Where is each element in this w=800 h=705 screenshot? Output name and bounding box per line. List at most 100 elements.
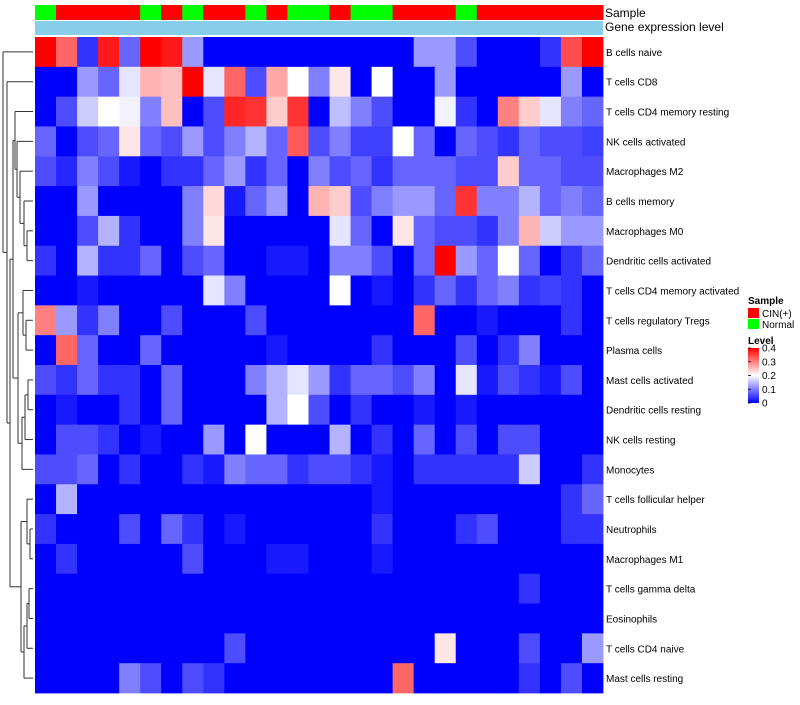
heatmap-cell xyxy=(497,156,520,187)
heatmap-cell xyxy=(434,66,457,98)
row-labels: B cells naive T cells CD8 T cells CD4 memo… xyxy=(606,48,739,685)
heatmap-cell xyxy=(413,126,436,157)
heatmap-cell xyxy=(308,126,330,157)
heatmap-cell xyxy=(308,245,330,276)
legend-level-title: Level xyxy=(748,336,774,347)
heatmap-cell xyxy=(434,543,457,575)
heatmap-cell xyxy=(245,514,267,545)
heatmap-cell xyxy=(203,186,225,217)
heatmap-cell xyxy=(413,156,436,187)
heatmap-cell xyxy=(581,126,604,157)
heatmap-cell xyxy=(455,335,478,366)
heatmap-cell xyxy=(98,394,120,426)
heatmap-cell xyxy=(287,305,309,336)
heatmap-cell xyxy=(245,663,267,694)
heatmap-cell xyxy=(266,514,288,545)
heatmap-cell xyxy=(392,394,415,426)
heatmap-cell xyxy=(266,454,288,485)
heatmap-cell xyxy=(119,424,141,455)
heatmap-cell xyxy=(224,603,246,634)
heatmap-cell xyxy=(245,424,267,455)
heatmap-cell xyxy=(224,454,246,485)
heatmap-cell xyxy=(77,603,99,634)
heatmap-cell xyxy=(476,663,499,694)
heatmap-cell xyxy=(308,514,330,545)
heatmap-cell xyxy=(350,633,372,664)
heatmap-cell xyxy=(539,514,562,545)
heatmap-cell xyxy=(287,126,309,157)
expression-annotation-strip xyxy=(35,21,603,35)
heatmap-cell xyxy=(245,305,267,336)
heatmap-cell xyxy=(308,394,330,426)
heatmap-cell xyxy=(476,66,499,98)
heatmap-cell xyxy=(245,394,267,426)
heatmap-cell xyxy=(392,37,415,68)
heatmap-cell xyxy=(413,275,436,306)
heatmap-cell xyxy=(224,66,246,98)
heatmap-cell xyxy=(560,514,583,545)
heatmap-cell xyxy=(434,663,457,694)
heatmap-cell xyxy=(581,603,604,634)
heatmap-cell xyxy=(56,424,78,455)
heatmap-cell xyxy=(518,186,541,217)
heatmap-cell xyxy=(287,484,309,515)
heatmap-cell xyxy=(371,514,394,545)
heatmap-cell xyxy=(203,335,225,366)
heatmap-cell xyxy=(35,365,57,396)
heatmap-cell xyxy=(35,156,57,187)
heatmap-cell xyxy=(434,335,457,366)
heatmap-cell xyxy=(308,66,330,98)
heatmap-cell xyxy=(266,245,288,276)
heatmap-cell xyxy=(434,394,457,426)
heatmap-cell xyxy=(350,663,372,694)
heatmap-cell xyxy=(287,663,309,694)
heatmap-cell xyxy=(203,305,225,336)
heatmap-cell xyxy=(581,186,604,217)
heatmap-cell xyxy=(560,365,583,396)
heatmap-cell xyxy=(224,245,246,276)
heatmap-cell xyxy=(98,603,120,634)
heatmap-cell xyxy=(329,424,351,455)
heatmap-cell xyxy=(581,633,604,664)
heatmap-cell xyxy=(35,275,57,306)
heatmap-cell xyxy=(497,186,520,217)
heatmap-cell xyxy=(266,424,288,455)
heatmap-cell xyxy=(140,96,162,127)
row-label: Macrophages M1 xyxy=(606,555,684,566)
heatmap-cell xyxy=(140,126,162,157)
heatmap-cell xyxy=(560,663,583,694)
heatmap-cell xyxy=(56,573,78,604)
heatmap-cell xyxy=(224,275,246,306)
heatmap-cell xyxy=(392,365,415,396)
heatmap-cell xyxy=(434,186,457,217)
heatmap-cell xyxy=(350,126,372,157)
heatmap-cell xyxy=(287,424,309,455)
heatmap-cell xyxy=(287,454,309,485)
heatmap-cell xyxy=(371,215,394,247)
heatmap-cells xyxy=(35,37,604,694)
heatmap-cell xyxy=(371,305,394,336)
heatmap-cell xyxy=(497,275,520,306)
heatmap-cell xyxy=(266,156,288,187)
sample-annotation-cell xyxy=(413,5,436,20)
heatmap-cell xyxy=(35,215,57,247)
heatmap-cell xyxy=(497,484,520,515)
heatmap-cell xyxy=(35,633,57,664)
heatmap-cell xyxy=(581,543,604,575)
heatmap-cell xyxy=(518,484,541,515)
heatmap-cell xyxy=(371,543,394,575)
heatmap-cell xyxy=(287,573,309,604)
heatmap-cell xyxy=(434,603,457,634)
heatmap-cell xyxy=(434,514,457,545)
heatmap-cell xyxy=(518,514,541,545)
heatmap-cell xyxy=(140,245,162,276)
heatmap-cell xyxy=(329,603,351,634)
heatmap-cell xyxy=(56,96,78,127)
heatmap-cell xyxy=(98,305,120,336)
heatmap-cell xyxy=(77,245,99,276)
heatmap-cell xyxy=(182,37,204,68)
heatmap-cell xyxy=(581,275,604,306)
heatmap-cell xyxy=(56,66,78,98)
heatmap-cell xyxy=(581,454,604,485)
heatmap-cell xyxy=(329,633,351,664)
